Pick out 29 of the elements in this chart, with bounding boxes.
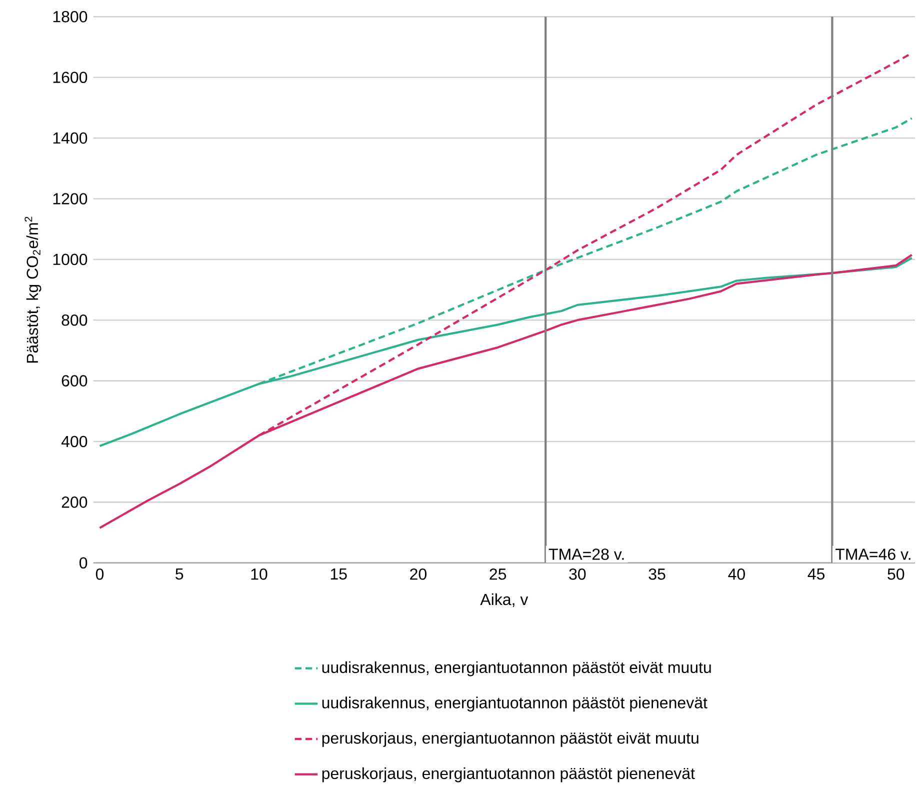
x-tick-label: 30 [569,568,586,580]
legend-label: peruskorjaus, energiantuotannon päästöt pienenevät [322,767,695,782]
x-tick-label: 10 [251,568,268,580]
legend-label: peruskorjaus, energiantuotannon päästöt eivät muutu [322,732,698,747]
y-tick-label: 1200 [53,192,88,204]
y-tick-label: 200 [62,496,88,508]
x-tick-label: 40 [728,568,745,580]
x-tick-label: 20 [410,568,426,580]
x-tick-label: 35 [648,568,666,580]
legend-label: uudisrakennus, energiantuotannon päästöt eivät muutu [322,661,711,676]
y-tick-label: 1600 [53,72,88,83]
x-tick-label: 25 [490,568,506,580]
x-tick-label: 50 [888,568,904,580]
y-tick-label: 1000 [53,254,88,265]
y-axis-title: Päästöt, kg CO$_{2}$e/m$^{2}$ [24,216,42,363]
x-axis-title: Aika, v [480,593,528,607]
x-tick-label: 5 [176,568,184,580]
ref-line-label: TMA=28 v. [548,548,624,560]
ref-line-label: TMA=46 v. [835,548,910,560]
x-tick-label: 0 [96,568,104,580]
y-tick-label: 1400 [53,132,88,144]
y-tick-label: 1800 [53,10,88,22]
x-tick-label: 15 [330,568,347,580]
y-tick-label: 400 [61,436,88,448]
y-tick-label: 600 [62,375,88,386]
x-tick-label: 45 [808,568,824,580]
y-tick-label: 800 [62,314,88,326]
y-tick-label: 0 [79,557,88,568]
legend-label: uudisrakennus, energiantuotannon päästöt pienenevät [322,696,708,712]
